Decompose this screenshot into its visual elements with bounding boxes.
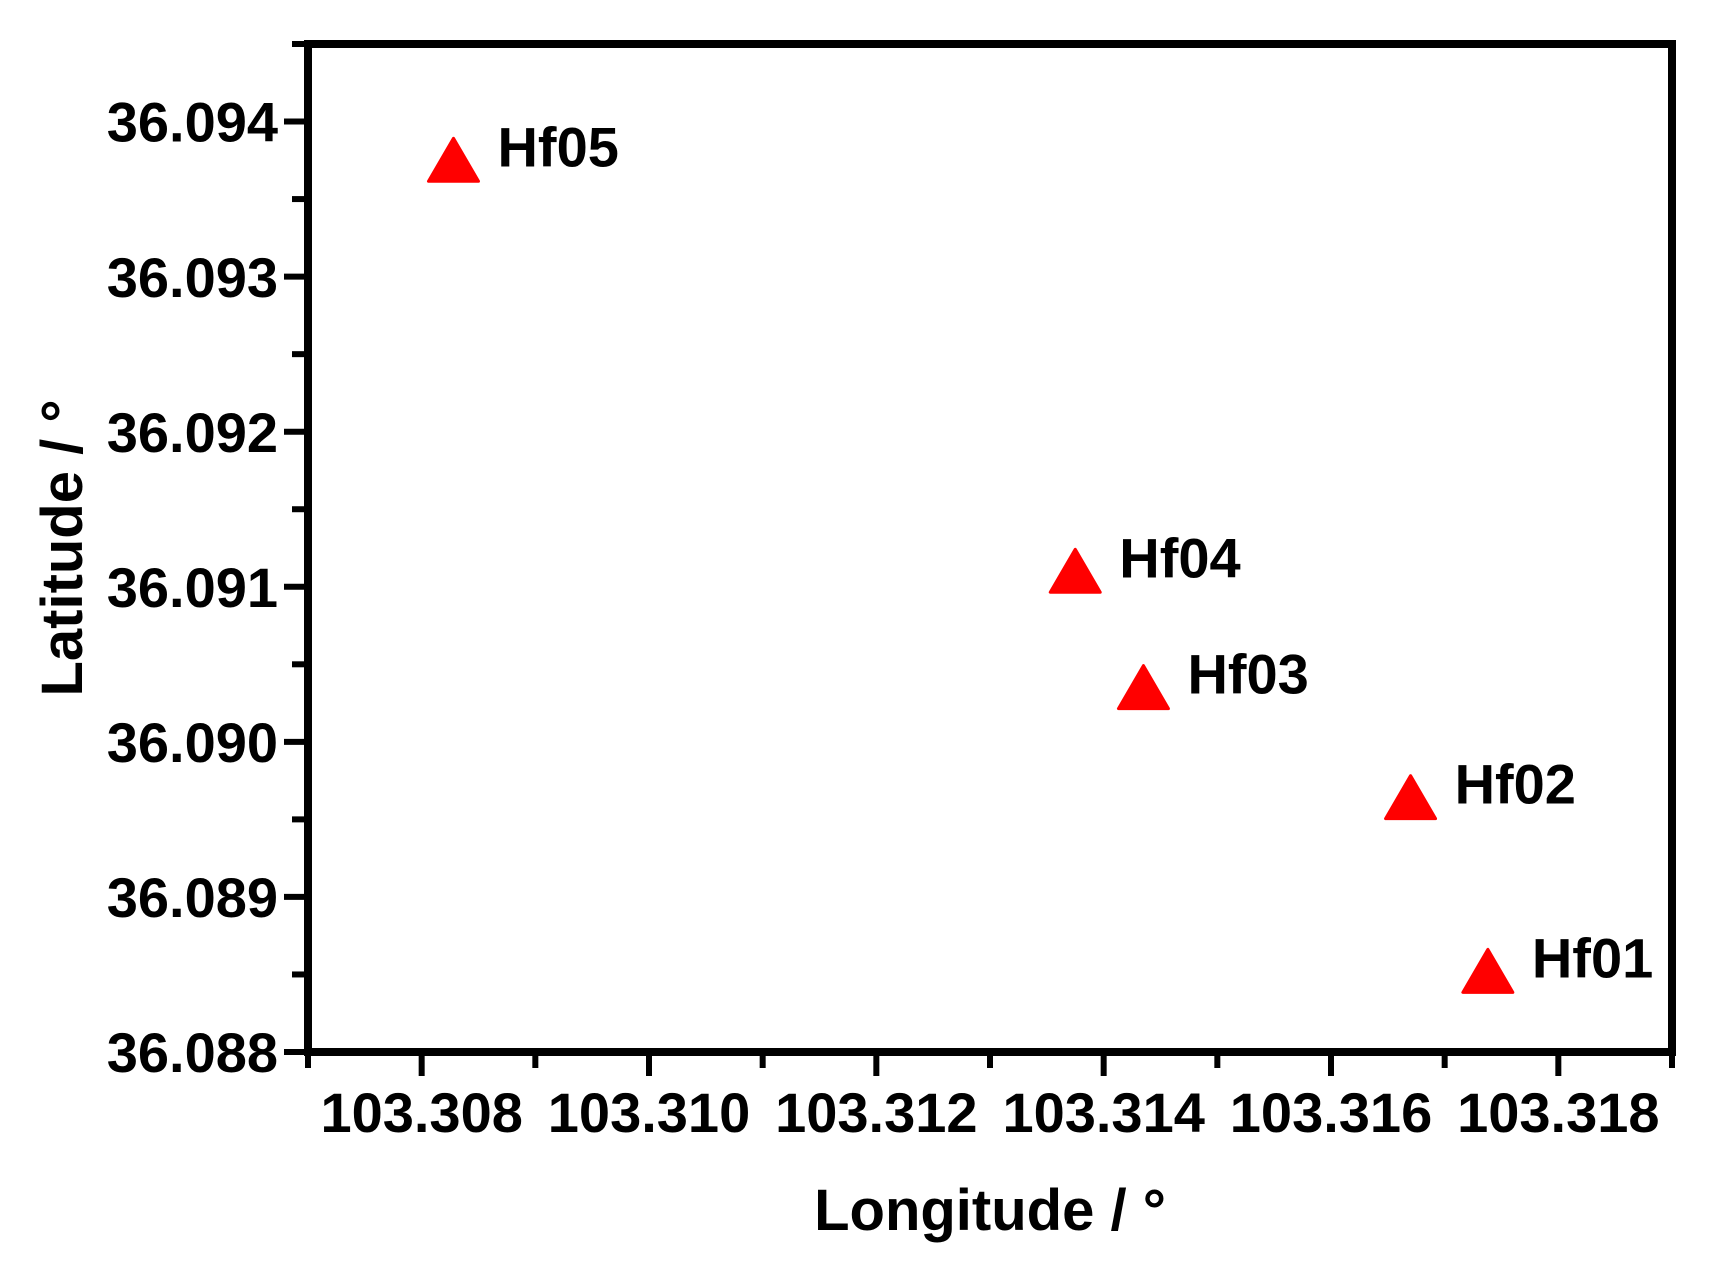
point-label-hf01: Hf01 (1532, 926, 1653, 989)
y-tick-label: 36.088 (107, 1021, 278, 1084)
data-point-labels: Hf01 Hf02 Hf03 Hf04 Hf05 (497, 115, 1653, 989)
x-tick-label: 103.310 (548, 1081, 750, 1144)
y-axis-title: Latitude / ° (30, 399, 95, 696)
plot-frame (304, 40, 1676, 1056)
x-tick-label: 103.316 (1230, 1081, 1432, 1144)
point-label-hf05: Hf05 (497, 115, 618, 178)
point-label-hf04: Hf04 (1119, 526, 1240, 589)
y-tick-label: 36.090 (107, 711, 278, 774)
data-markers (426, 136, 1515, 994)
triangle-marker-hf02 (1384, 774, 1438, 821)
y-tick-label: 36.091 (107, 556, 278, 619)
x-axis-title: Longitude / ° (814, 1178, 1166, 1243)
triangle-marker-hf04 (1048, 547, 1102, 594)
point-label-hf03: Hf03 (1187, 643, 1308, 706)
triangle-marker-hf01 (1461, 947, 1515, 994)
triangle-marker-hf05 (426, 136, 480, 183)
x-tick-label: 103.308 (320, 1081, 522, 1144)
y-tick-label: 36.092 (107, 401, 278, 464)
y-tick-label: 36.089 (107, 866, 278, 929)
point-label-hf02: Hf02 (1455, 753, 1576, 816)
x-tick-label: 103.312 (775, 1081, 977, 1144)
axis-tick-labels: 103.308 103.310 103.312 103.314 103.316 103.3… (107, 91, 1660, 1144)
y-tick-label: 36.094 (107, 91, 278, 154)
x-tick-label: 103.314 (1002, 1081, 1204, 1144)
axis-ticks (284, 41, 1675, 1076)
triangle-marker-hf03 (1116, 664, 1170, 711)
y-tick-label: 36.093 (107, 246, 278, 309)
x-tick-label: 103.318 (1457, 1081, 1659, 1144)
